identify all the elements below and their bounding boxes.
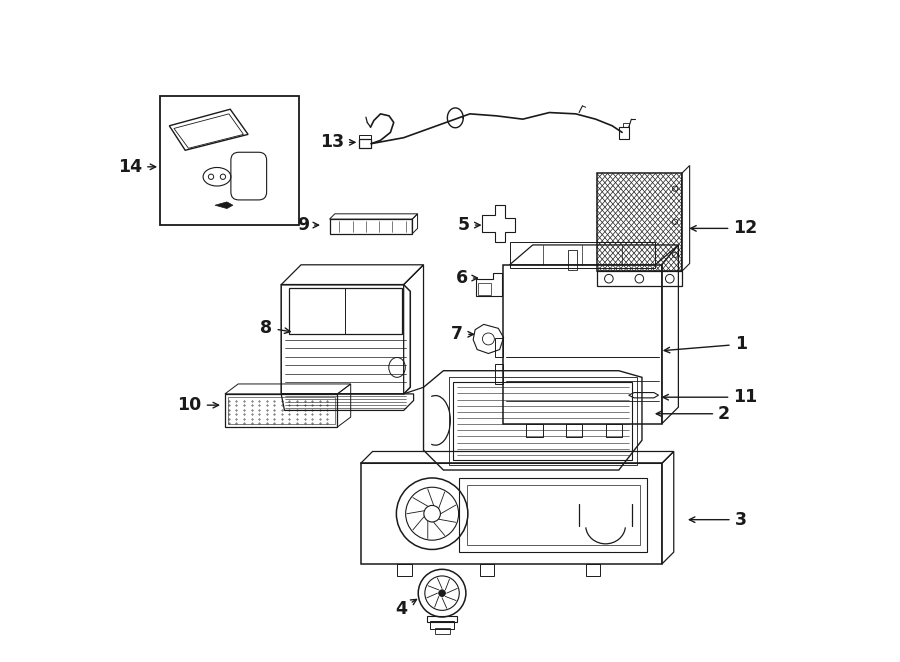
Text: 9: 9 bbox=[297, 216, 319, 234]
Bar bbox=[478, 283, 491, 295]
Bar bbox=[430, 621, 454, 629]
Bar bbox=[495, 338, 503, 357]
Polygon shape bbox=[215, 202, 233, 209]
Bar bbox=[619, 127, 629, 139]
Text: 11: 11 bbox=[663, 388, 758, 406]
Bar bbox=[427, 616, 457, 622]
Bar bbox=[503, 265, 662, 424]
Bar bbox=[329, 219, 412, 234]
Bar bbox=[586, 564, 600, 576]
Text: 6: 6 bbox=[455, 269, 477, 287]
Bar bbox=[526, 424, 543, 437]
Text: 10: 10 bbox=[177, 396, 219, 414]
Bar bbox=[397, 564, 411, 576]
Bar bbox=[289, 288, 401, 334]
Bar bbox=[466, 485, 640, 545]
Bar bbox=[597, 271, 681, 286]
Text: 8: 8 bbox=[260, 318, 290, 337]
Bar bbox=[359, 139, 371, 148]
Bar bbox=[228, 397, 335, 424]
Text: 2: 2 bbox=[656, 404, 730, 423]
Bar bbox=[624, 123, 629, 127]
Bar bbox=[449, 377, 637, 465]
Bar bbox=[160, 96, 299, 225]
Bar bbox=[436, 628, 450, 634]
Bar bbox=[568, 250, 577, 270]
Bar bbox=[361, 463, 662, 564]
Text: 14: 14 bbox=[118, 158, 156, 176]
Text: 1: 1 bbox=[664, 335, 747, 354]
Text: 13: 13 bbox=[320, 133, 355, 152]
Bar bbox=[480, 564, 494, 576]
Text: 7: 7 bbox=[451, 325, 473, 344]
Bar bbox=[509, 242, 655, 268]
Text: 12: 12 bbox=[690, 219, 758, 238]
Bar bbox=[359, 135, 371, 139]
Text: 5: 5 bbox=[458, 216, 480, 234]
Text: 3: 3 bbox=[689, 510, 747, 529]
Bar bbox=[495, 364, 503, 384]
Bar bbox=[459, 478, 647, 552]
Bar bbox=[454, 382, 632, 460]
Bar bbox=[566, 424, 582, 437]
Bar bbox=[597, 173, 681, 271]
Bar bbox=[225, 394, 338, 427]
Bar bbox=[606, 424, 622, 437]
Text: 4: 4 bbox=[395, 599, 417, 618]
Ellipse shape bbox=[438, 590, 446, 596]
